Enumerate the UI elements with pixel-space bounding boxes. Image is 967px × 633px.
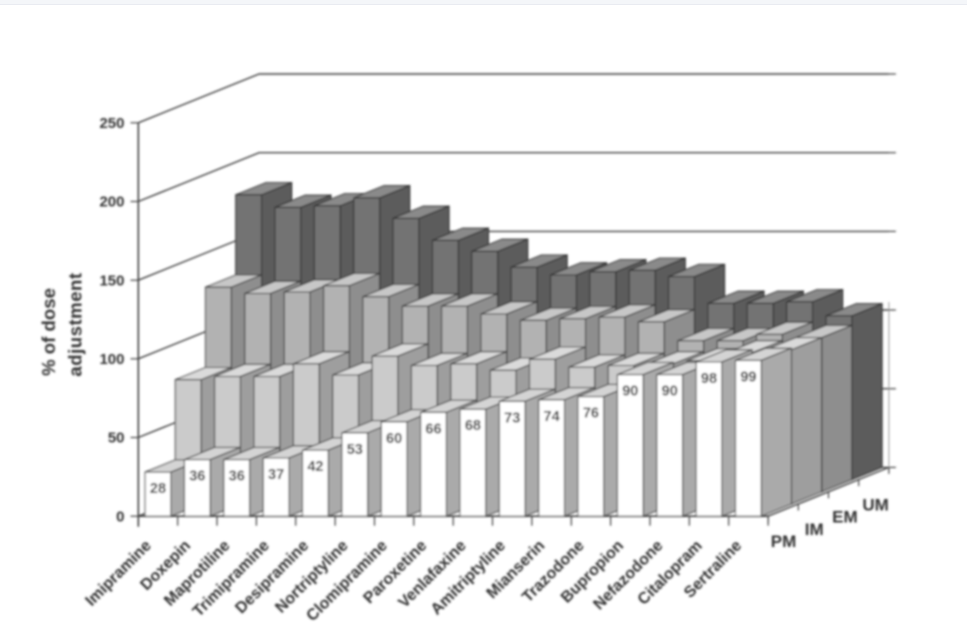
- svg-text:PM: PM: [771, 532, 797, 551]
- svg-text:IM: IM: [805, 520, 824, 539]
- svg-text:90: 90: [622, 384, 638, 400]
- svg-text:200: 200: [99, 194, 124, 211]
- svg-text:53: 53: [347, 442, 363, 458]
- svg-text:100: 100: [99, 351, 124, 368]
- svg-text:76: 76: [583, 406, 599, 422]
- svg-text:66: 66: [425, 421, 441, 437]
- svg-text:36: 36: [229, 469, 245, 485]
- svg-text:EM: EM: [832, 508, 858, 527]
- svg-text:250: 250: [99, 115, 124, 132]
- svg-text:98: 98: [701, 371, 717, 387]
- svg-text:74: 74: [544, 409, 560, 425]
- svg-text:73: 73: [504, 410, 520, 426]
- svg-text:42: 42: [307, 459, 323, 475]
- svg-text:28: 28: [150, 481, 166, 497]
- svg-text:99: 99: [740, 369, 756, 385]
- svg-text:37: 37: [268, 467, 284, 483]
- svg-text:adjustment: adjustment: [65, 272, 86, 376]
- svg-text:36: 36: [189, 469, 205, 485]
- svg-text:68: 68: [465, 418, 481, 434]
- svg-text:0: 0: [116, 508, 124, 525]
- svg-text:% of dose: % of dose: [38, 288, 59, 376]
- svg-text:150: 150: [99, 272, 124, 289]
- svg-text:50: 50: [108, 430, 125, 447]
- svg-text:60: 60: [386, 431, 402, 447]
- svg-text:UM: UM: [862, 495, 888, 514]
- svg-text:90: 90: [662, 384, 678, 400]
